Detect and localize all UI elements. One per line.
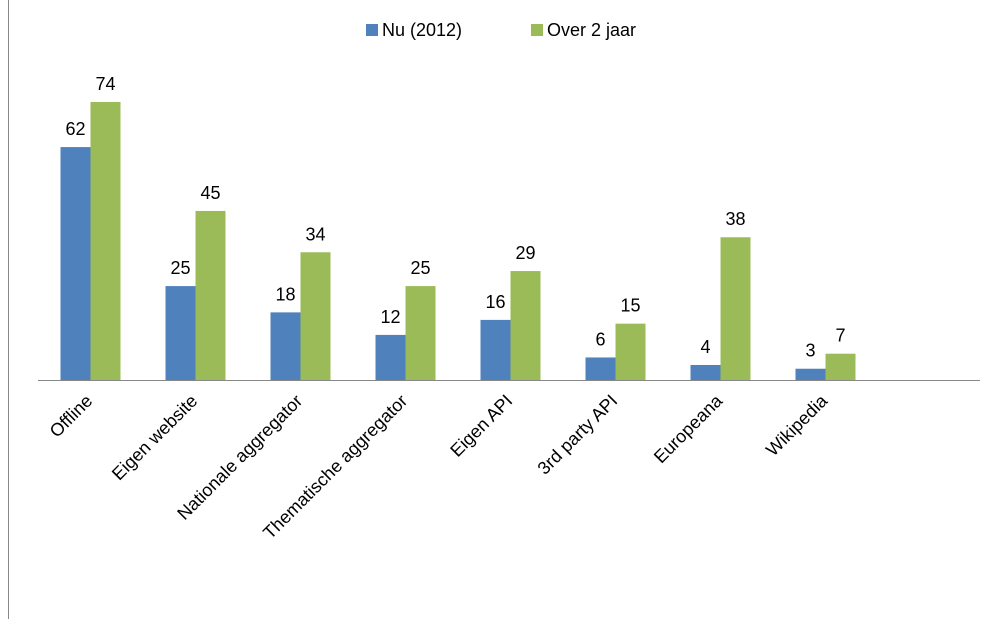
- x-tick-label: Offline: [46, 391, 97, 442]
- bar: [195, 210, 226, 380]
- value-label: 38: [725, 209, 745, 229]
- legend-swatch: [366, 24, 378, 36]
- bar: [825, 353, 856, 380]
- bar: [795, 368, 826, 380]
- bar: [615, 323, 646, 380]
- bar: [90, 102, 121, 380]
- value-label: 12: [380, 307, 400, 327]
- value-label: 34: [305, 224, 325, 244]
- bar: [720, 237, 751, 380]
- value-label: 6: [595, 329, 605, 349]
- value-label: 25: [410, 258, 430, 278]
- value-label: 25: [170, 258, 190, 278]
- value-label: 62: [65, 119, 85, 139]
- bar: [375, 334, 406, 380]
- x-tick-label: Eigen website: [108, 391, 201, 484]
- bar: [585, 357, 616, 380]
- value-label: 18: [275, 284, 295, 304]
- value-label: 4: [700, 337, 710, 357]
- legend-label: Nu (2012): [382, 20, 462, 40]
- bar: [270, 312, 301, 380]
- value-label: 74: [95, 74, 115, 94]
- value-label: 15: [620, 296, 640, 316]
- bar: [405, 286, 436, 380]
- x-tick-label: Europeana: [650, 390, 727, 467]
- bar: [690, 364, 721, 380]
- legend-swatch: [531, 24, 543, 36]
- value-label: 3: [805, 341, 815, 361]
- bar: [300, 252, 331, 380]
- bar: [480, 319, 511, 380]
- x-tick-label: Eigen API: [446, 391, 516, 461]
- x-tick-label: 3rd party API: [534, 391, 622, 479]
- bar: [60, 147, 91, 380]
- value-label: 7: [835, 326, 845, 346]
- value-label: 16: [485, 292, 505, 312]
- bar: [510, 271, 541, 380]
- value-label: 45: [200, 183, 220, 203]
- value-label: 29: [515, 243, 535, 263]
- legend-label: Over 2 jaar: [547, 20, 636, 40]
- bar: [165, 286, 196, 380]
- x-tick-label: Wikipedia: [762, 390, 832, 460]
